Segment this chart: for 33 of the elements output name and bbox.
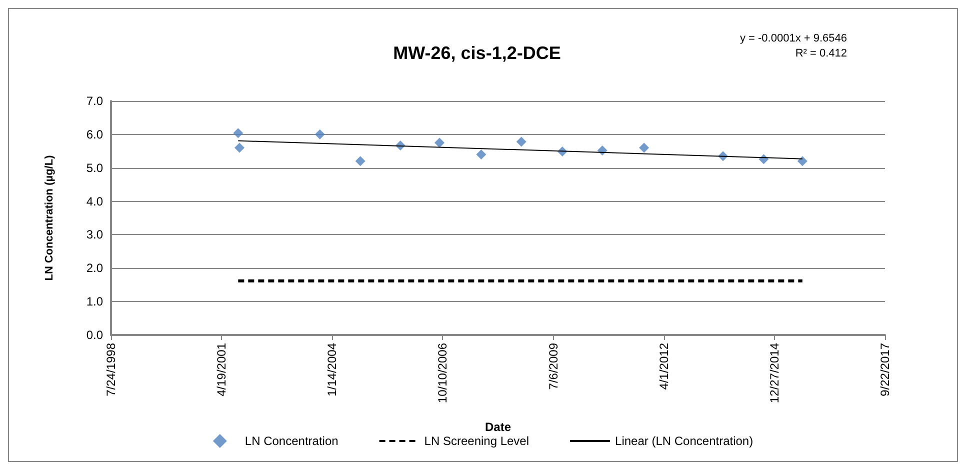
point: [234, 142, 244, 153]
point: [516, 136, 526, 147]
legend-label: Linear (LN Concentration): [615, 434, 754, 448]
chart-title: MW-26, cis-1,2-DCE: [393, 43, 561, 63]
point: [355, 156, 366, 166]
point: [797, 156, 808, 166]
y-tick-label: 4.0: [86, 194, 104, 208]
x-axis-title: Date: [484, 420, 512, 434]
x-tick-label: 4/1/2012: [656, 342, 671, 390]
y-axis-title: LN Concentration (µg/L): [44, 154, 56, 281]
y-tick-label: 3.0: [86, 228, 104, 242]
y-tick-label: 7.0: [86, 94, 104, 108]
x-tick-label: 10/10/2006: [436, 342, 450, 404]
point: [233, 128, 244, 138]
y-tick-label: 6.0: [86, 127, 104, 142]
x-tick-label: 1/14/2004: [325, 342, 340, 396]
y-tick-label: 1.0: [86, 294, 104, 309]
x-tick-label: 12/27/2014: [767, 342, 782, 404]
text: R² = 0.412: [795, 48, 847, 60]
text: y = -0.0001x + 9.6546: [740, 32, 848, 44]
point: [476, 149, 486, 160]
y-tick-label: 5.0: [86, 160, 104, 175]
y-tick-label: 0.0: [86, 328, 104, 342]
legend-label: LN Screening Level: [424, 434, 530, 448]
x-tick-label: 7/24/1998: [104, 342, 118, 396]
y-tick-label: 2.0: [86, 261, 104, 276]
legend-label: LN Concentration: [244, 434, 338, 448]
point: [314, 129, 325, 140]
x-tick-label: 7/6/2009: [546, 342, 560, 390]
x-tick-label: 4/19/2001: [214, 342, 229, 396]
point: [434, 138, 445, 148]
point: [639, 142, 650, 153]
x-tick-label: 9/22/2017: [878, 342, 892, 396]
